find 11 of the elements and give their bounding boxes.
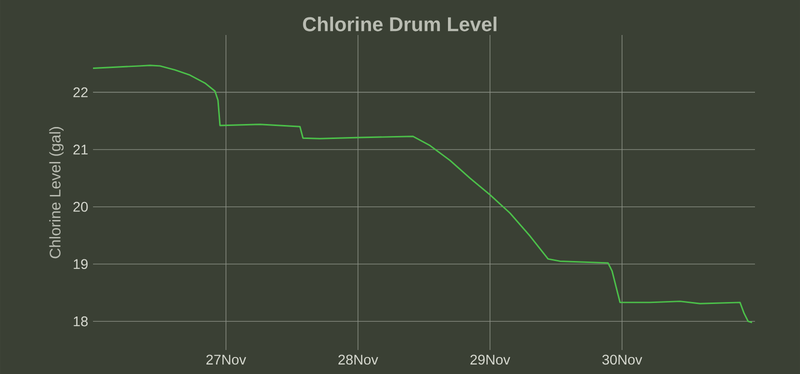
y-tick-label: 22	[73, 87, 88, 98]
y-tick-label: 21	[73, 144, 88, 154]
x-tick-label: 27Nov	[206, 354, 246, 365]
x-tick-label: 30Nov	[602, 354, 642, 365]
y-tick-label: 19	[74, 259, 88, 270]
y-tick-label: 18	[74, 316, 88, 326]
y-axis-title: Chlorine Level (gal)	[49, 127, 64, 258]
chart-title: Chlorine Drum Level	[303, 16, 496, 32]
x-tick-label: 28Nov	[338, 354, 378, 365]
x-tick-label: 29Nov	[470, 354, 510, 365]
y-tick-label: 20	[73, 202, 88, 212]
